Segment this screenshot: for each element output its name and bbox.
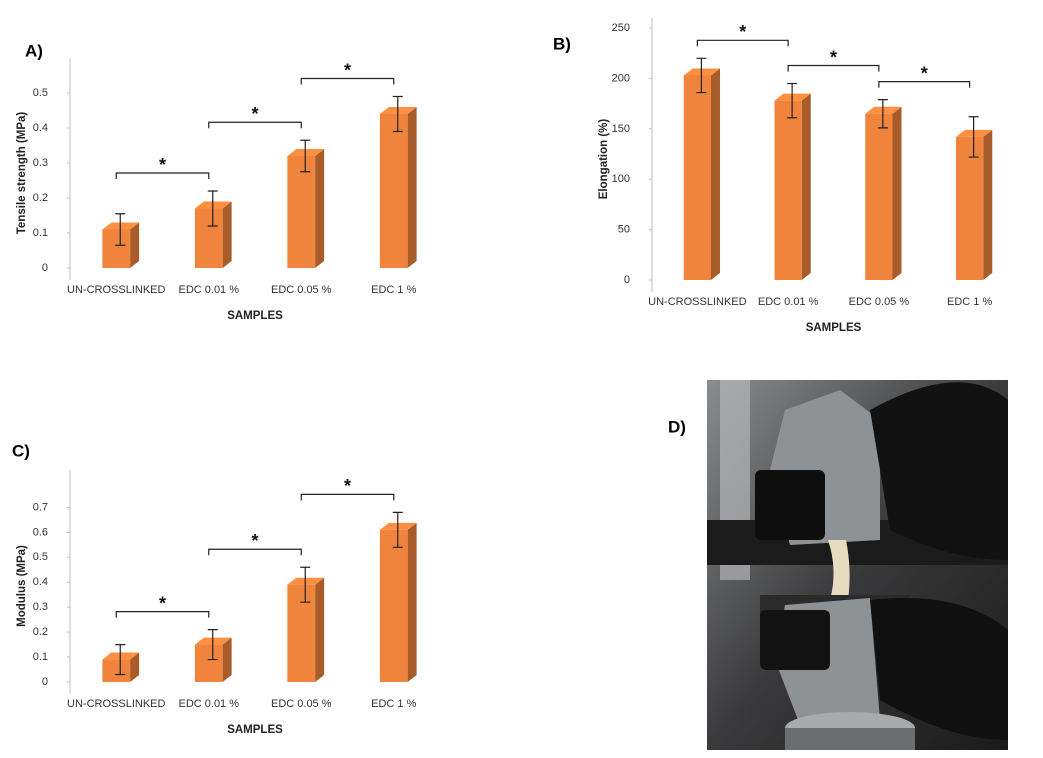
- y-tick-label: 0.3: [33, 157, 48, 169]
- x-tick-label: EDC 1 %: [371, 284, 416, 296]
- error-bar: [968, 116, 979, 158]
- bar-side: [407, 522, 417, 682]
- error-bar: [300, 139, 311, 173]
- significance-bracket: [300, 493, 395, 501]
- bar-side: [222, 637, 232, 682]
- significance-mark: *: [344, 476, 351, 496]
- error-bar: [207, 629, 218, 661]
- error-bar: [207, 190, 218, 227]
- x-tick-label: UN-CROSSLINKED: [648, 296, 746, 308]
- error-bar: [392, 511, 403, 548]
- x-tick-label: EDC 1 %: [371, 698, 416, 710]
- x-axis-title: SAMPLES: [806, 322, 862, 334]
- bar: [774, 100, 802, 280]
- y-tick-label: 0.7: [33, 501, 48, 513]
- panel-label: C): [12, 441, 30, 460]
- x-tick-label: UN-CROSSLINKED: [67, 698, 165, 710]
- y-tick-label: 0.5: [33, 87, 48, 99]
- significance-mark: *: [159, 155, 166, 175]
- y-tick-label: 0: [42, 262, 48, 274]
- error-bar: [787, 82, 798, 119]
- significance-mark: *: [344, 60, 351, 80]
- x-tick-label: EDC 0.01 %: [178, 284, 239, 296]
- y-tick-label: 150: [612, 123, 630, 135]
- panel-label: B): [553, 34, 571, 53]
- y-tick-label: 0: [42, 676, 48, 688]
- significance-mark: *: [739, 22, 746, 42]
- bar-side: [407, 107, 417, 268]
- y-tick-label: 0.4: [33, 122, 48, 134]
- significance-bracket: [787, 64, 880, 72]
- x-axis-title: SAMPLES: [227, 310, 283, 322]
- y-tick-label: 0.3: [33, 601, 48, 613]
- significance-mark: *: [921, 63, 928, 83]
- x-tick-label: EDC 0.05 %: [849, 296, 910, 308]
- significance-bracket: [300, 77, 395, 85]
- significance-mark: *: [830, 47, 837, 67]
- y-tick-label: 200: [612, 72, 630, 84]
- error-bar: [392, 95, 403, 133]
- significance-bracket: [115, 172, 210, 179]
- bar: [379, 114, 408, 268]
- y-tick-label: 0.6: [33, 526, 48, 538]
- bar-side: [892, 106, 902, 280]
- error-bar: [115, 213, 126, 246]
- y-axis-title: Elongation (%): [598, 119, 610, 200]
- y-axis-title: Modulus (MPa): [16, 545, 28, 627]
- bar-side: [983, 129, 993, 280]
- bar: [287, 156, 316, 268]
- significance-mark: *: [159, 593, 166, 613]
- x-tick-label: UN-CROSSLINKED: [67, 284, 165, 296]
- y-tick-label: 0.2: [33, 192, 48, 204]
- photo: [707, 380, 1008, 750]
- error-bar: [877, 99, 888, 129]
- x-tick-label: EDC 0.01 %: [758, 296, 819, 308]
- bar: [102, 659, 131, 682]
- bar: [956, 136, 984, 280]
- significance-bracket: [208, 548, 302, 556]
- y-tick-label: 0.1: [33, 651, 48, 663]
- y-tick-label: 0.4: [33, 576, 48, 588]
- significance-mark: *: [251, 104, 258, 124]
- bar-side: [710, 68, 720, 280]
- significance-bracket: [878, 81, 971, 88]
- error-bar: [696, 57, 707, 94]
- bar-side: [315, 577, 325, 682]
- bar: [865, 113, 893, 280]
- x-tick-label: EDC 0.05 %: [271, 284, 332, 296]
- bar-side: [801, 93, 811, 280]
- bar: [287, 584, 316, 682]
- y-tick-label: 0: [624, 274, 630, 286]
- error-bar: [115, 643, 126, 676]
- significance-mark: *: [251, 531, 258, 551]
- bar-side: [130, 222, 140, 268]
- y-tick-label: 250: [612, 22, 630, 34]
- bar-side: [130, 652, 140, 682]
- bar: [683, 75, 711, 280]
- bar-side: [222, 201, 232, 268]
- y-tick-label: 50: [618, 224, 630, 236]
- y-tick-label: 100: [612, 173, 630, 185]
- significance-bracket: [208, 121, 302, 129]
- x-axis-title: SAMPLES: [227, 724, 283, 736]
- y-axis-title: Tensile strength (MPa): [16, 112, 28, 235]
- x-tick-label: EDC 1 %: [947, 296, 992, 308]
- x-tick-label: EDC 0.05 %: [271, 698, 332, 710]
- x-tick-label: EDC 0.01 %: [178, 698, 239, 710]
- panel-label: D): [668, 417, 686, 436]
- bar: [102, 229, 131, 268]
- error-bar: [300, 566, 311, 603]
- y-tick-label: 0.1: [33, 227, 48, 239]
- significance-bracket: [115, 611, 210, 618]
- bar-side: [315, 149, 325, 268]
- bar: [194, 208, 223, 268]
- significance-bracket: [696, 39, 789, 47]
- y-tick-label: 0.5: [33, 551, 48, 563]
- bar: [379, 529, 408, 682]
- panel-label: A): [25, 41, 43, 60]
- bar: [194, 644, 223, 682]
- y-tick-label: 0.2: [33, 626, 48, 638]
